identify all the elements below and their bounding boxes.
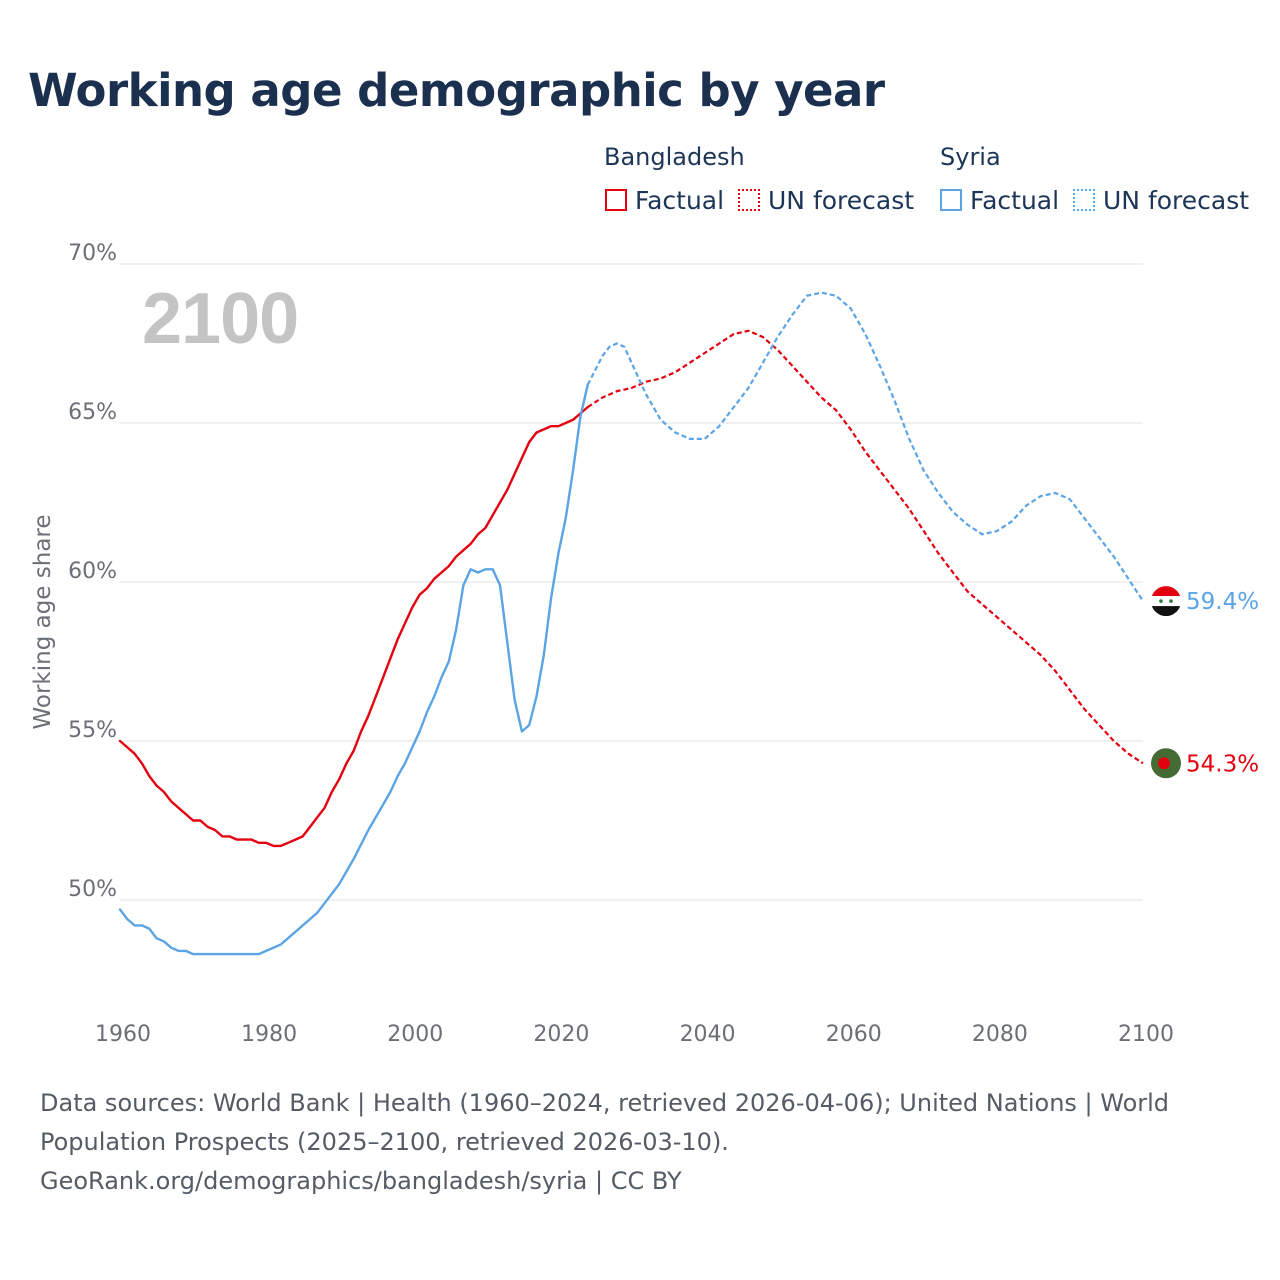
footer-attribution[interactable]: GeoRank.org/demographics/bangladesh/syri…	[40, 1167, 682, 1195]
syria-flag-icon	[1151, 586, 1181, 617]
legend-label: UN forecast	[768, 185, 915, 215]
x-tick-label: 2000	[387, 1022, 443, 1047]
legend-swatch-dotted-icon	[1073, 189, 1095, 211]
footer-sources-line1: Data sources: World Bank | Health (1960–…	[40, 1089, 1170, 1117]
y-tick-label: 55%	[68, 718, 117, 743]
y-tick-label: 50%	[68, 877, 117, 902]
syria-last-value-label: 59.4%	[1186, 589, 1259, 615]
bangladesh-factual-line[interactable]	[118, 405, 589, 848]
bangladesh-last-value-label: 54.3%	[1186, 751, 1259, 777]
y-tick-label: 70%	[68, 241, 117, 266]
legend-label: Factual	[635, 185, 725, 215]
legend-swatch-solid-icon	[940, 189, 962, 211]
year-watermark: 2100	[142, 279, 298, 359]
x-tick-label: 2060	[826, 1022, 882, 1047]
legend-label: Factual	[970, 185, 1060, 215]
y-tick-label: 60%	[68, 559, 117, 584]
legend-swatch-dotted-icon	[738, 189, 760, 211]
syria-forecast-line[interactable]	[586, 291, 1144, 602]
legend-swatch-solid-icon	[605, 189, 627, 211]
footer-sources-line2: Population Prospects (2025–2100, retriev…	[40, 1128, 729, 1156]
bangladesh-flag-icon	[1151, 748, 1181, 779]
x-tick-label: 2100	[1118, 1022, 1174, 1047]
legend-group-bangladesh: Bangladesh	[604, 143, 745, 171]
y-tick-label: 65%	[68, 400, 117, 425]
x-tick-label: 2020	[533, 1022, 589, 1047]
legend-item-bangladesh-forecast[interactable]: UN forecast	[738, 184, 914, 216]
syria-factual-line[interactable]	[118, 383, 589, 956]
y-axis-label: Working age share	[30, 514, 56, 729]
legend-item-bangladesh-factual[interactable]: Factual	[605, 184, 724, 216]
bangladesh-forecast-line[interactable]	[587, 329, 1144, 765]
x-tick-label: 1980	[241, 1022, 297, 1047]
x-tick-label: 1960	[95, 1022, 151, 1047]
legend-label: UN forecast	[1103, 185, 1250, 215]
legend-group-syria: Syria	[940, 143, 1001, 171]
legend-item-syria-factual[interactable]: Factual	[940, 184, 1059, 216]
x-tick-label: 2040	[680, 1022, 736, 1047]
legend-item-syria-forecast[interactable]: UN forecast	[1073, 184, 1249, 216]
chart-title: Working age demographic by year	[28, 64, 885, 117]
x-tick-label: 2080	[972, 1022, 1028, 1047]
